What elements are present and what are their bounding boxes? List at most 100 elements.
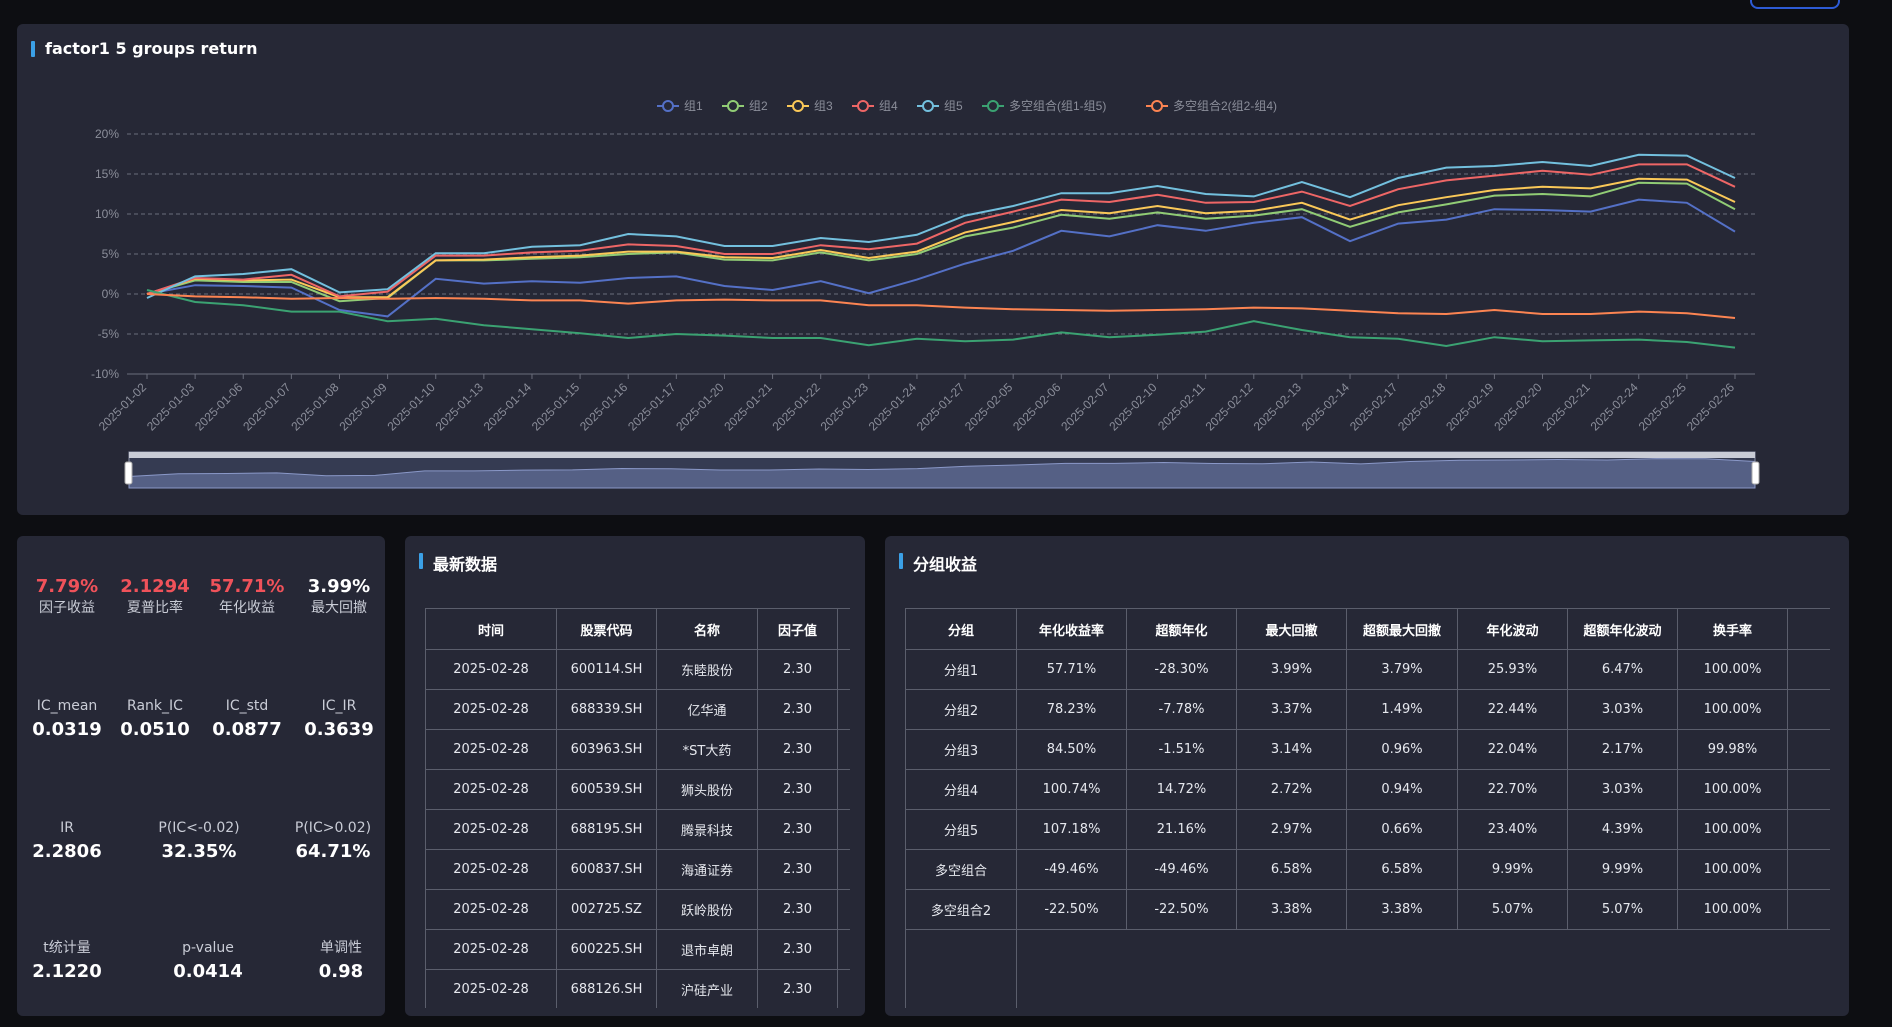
y-tick-label: 5% (102, 247, 120, 261)
column-header[interactable]: 换手率 (1677, 608, 1788, 650)
legend-item[interactable]: 组1 (657, 99, 703, 113)
legend-item[interactable]: 组2 (722, 99, 768, 113)
table-cell: 99.98% (1677, 729, 1788, 770)
legend-marker (857, 100, 869, 112)
table-row[interactable]: 多空组合2 -22.50% -22.50% 3.38% 3.38% 5.07% 5.07% 1… (905, 889, 1830, 930)
metric-value: 57.71% (209, 576, 285, 597)
table-cell: 6.58% (1236, 849, 1347, 890)
table-cell: 2025-02-28 (425, 689, 557, 730)
latest-data-title: 最新数据 (419, 551, 497, 575)
x-tick-label: 2025-01-09 (336, 380, 390, 434)
column-header[interactable]: 月 (1787, 608, 1830, 650)
table-row[interactable]: 2025-02-28 688126.SH 沪硅产业 2.30 (425, 969, 850, 1008)
table-cell: 3.03% (1567, 689, 1678, 730)
table-cell: 2.97% (1236, 809, 1347, 850)
series-line[interactable] (146, 293, 1736, 319)
table-row[interactable]: 分组3 84.50% -1.51% 3.14% 0.96% 22.04% 2.17% 99.9… (905, 729, 1830, 770)
table-cell: 2.30 (757, 769, 838, 810)
table-row[interactable]: 分组4 100.74% 14.72% 2.72% 0.94% 22.70% 3.03% 100… (905, 769, 1830, 810)
table-row[interactable]: 分组5 107.18% 21.16% 2.97% 0.66% 23.40% 4.39% 100… (905, 809, 1830, 850)
legend-item[interactable]: 组3 (787, 99, 833, 113)
metric-label: t统计量 (43, 940, 91, 956)
table-row[interactable]: 多空组合 -49.46% -49.46% 6.58% 6.58% 9.99% 9.99% 10… (905, 849, 1830, 890)
legend-label: 组4 (879, 99, 898, 113)
table-row[interactable]: 2025-02-28 603963.SH *ST大药 2.30 (425, 729, 850, 770)
table-row[interactable]: 分组2 78.23% -7.78% 3.37% 1.49% 22.44% 3.03% 100.… (905, 689, 1830, 730)
legend-label: 多空组合(组1-组5) (1009, 98, 1106, 113)
column-header[interactable]: 最大回撤 (1236, 608, 1347, 650)
metric-row4-2: 单调性 0.98 (295, 938, 387, 983)
x-tick-label: 2025-02-24 (1588, 380, 1642, 434)
x-tick-label: 2025-02-13 (1251, 380, 1305, 434)
legend-item[interactable]: 组4 (852, 99, 898, 113)
table-row[interactable]: 2025-02-28 688339.SH 亿华通 2.30 (425, 689, 850, 730)
table-row[interactable]: 2025-02-28 688195.SH 腾景科技 2.30 (425, 809, 850, 850)
table-cell: 2.30 (757, 969, 838, 1008)
metric-value: 64.71% (295, 841, 371, 862)
series-line[interactable] (146, 177, 1736, 299)
column-header[interactable]: 超额年化 (1126, 608, 1237, 650)
column-header[interactable]: 超额年化波动 (1567, 608, 1678, 650)
group-returns-table: 分组年化收益率超额年化最大回撤超额最大回撤年化波动超额年化波动换手率月 分组15… (905, 608, 1830, 1008)
table-row[interactable]: 分组1 57.71% -28.30% 3.99% 3.79% 25.93% 6.47% 100… (905, 649, 1830, 690)
metric-label: 单调性 (320, 940, 362, 956)
column-header[interactable]: 年化波动 (1457, 608, 1568, 650)
table-cell: 0.94% (1346, 769, 1458, 810)
table-cell: -1.51% (1126, 729, 1237, 770)
metric-label: Rank_IC (127, 698, 183, 714)
chart-panel: factor1 5 groups return -10% -5% 0% 5% 10% 15… (17, 24, 1849, 515)
line-chart: -10% -5% 0% 5% 10% 15% 20% 2025-01-022025-01-03… (91, 98, 1760, 489)
table-cell: 沪硅产业 (656, 969, 758, 1008)
top-right-button[interactable] (1750, 0, 1840, 9)
column-header[interactable]: 年化收益率 (1016, 608, 1127, 650)
legend-item[interactable]: 多空组合2(组2-组4) (1146, 98, 1277, 113)
latest-data-table: 时间 股票代码 名称 因子值 2025-02-28 600114.SH 东睦股份 2.30 2… (425, 608, 850, 1008)
table-row[interactable]: 2025-02-28 600114.SH 东睦股份 2.30 (425, 649, 850, 690)
zoom-handle-right[interactable] (1751, 461, 1760, 485)
x-tick-label: 2025-02-26 (1684, 380, 1738, 434)
x-tick-label: 2025-02-21 (1539, 380, 1593, 434)
series-line[interactable] (146, 153, 1736, 299)
table-cell: 4.39% (1567, 809, 1678, 850)
table-row[interactable]: 2025-02-28 600837.SH 海通证券 2.30 (425, 849, 850, 890)
table-cell: 2.17% (1567, 729, 1678, 770)
table-cell: 600539.SH (556, 769, 657, 810)
data-zoom-slider[interactable] (124, 451, 1760, 489)
column-header[interactable]: 超额最大回撤 (1346, 608, 1458, 650)
latest-table-wrap[interactable]: 时间 股票代码 名称 因子值 2025-02-28 600114.SH 东睦股份 2.30 2… (425, 608, 851, 1008)
x-tick-label: 2025-01-14 (481, 380, 535, 434)
legend-item[interactable]: 组5 (917, 99, 963, 113)
metric-row1-0: 7.79% 因子收益 (21, 576, 113, 618)
table-cell: 688195.SH (556, 809, 657, 850)
x-tick-label: 2025-02-17 (1347, 380, 1401, 434)
x-tick-label: 2025-01-23 (818, 380, 872, 434)
metric-row2-1: Rank_IC 0.0510 (109, 696, 201, 741)
table-row[interactable]: 2025-02-28 600539.SH 狮头股份 2.30 (425, 769, 850, 810)
table-row[interactable]: 2025-02-28 002725.SZ 跃岭股份 2.30 (425, 889, 850, 930)
zoom-handle-left[interactable] (124, 461, 133, 485)
table-cell: 14.72% (1126, 769, 1237, 810)
column-header[interactable]: 分组 (905, 608, 1017, 650)
table-cell: 2.30 (757, 929, 838, 970)
table-cell: 57.71% (1016, 649, 1127, 690)
table-cell: 2.30 (757, 809, 838, 850)
column-header[interactable]: 时间 (425, 608, 557, 650)
table-row[interactable]: 2025-02-28 600225.SH 退市卓朗 2.30 (425, 929, 850, 970)
metric-row1-2: 57.71% 年化收益 (201, 576, 293, 618)
table-cell: 多空组合 (905, 849, 1017, 890)
table-cell: 1.49% (1346, 689, 1458, 730)
legend-item[interactable]: 多空组合(组1-组5) (982, 98, 1106, 113)
metric-label: IC_std (225, 698, 269, 714)
group-table-wrap[interactable]: 分组年化收益率超额年化最大回撤超额最大回撤年化波动超额年化波动换手率月 分组15… (905, 608, 1830, 1008)
column-header[interactable]: 名称 (656, 608, 758, 650)
table-cell: 2.30 (757, 649, 838, 690)
column-header[interactable]: 股票代码 (556, 608, 657, 650)
series-line[interactable] (146, 289, 1736, 349)
metric-row3-1: P(IC<-0.02) 32.35% (153, 818, 245, 863)
x-tick-label: 2025-02-12 (1203, 380, 1257, 434)
table-cell: 3.14% (1236, 729, 1347, 770)
table-cell: 2.30 (757, 849, 838, 890)
column-header[interactable]: 因子值 (757, 608, 838, 650)
table-cell: 东睦股份 (656, 649, 758, 690)
series-line[interactable] (146, 163, 1736, 298)
